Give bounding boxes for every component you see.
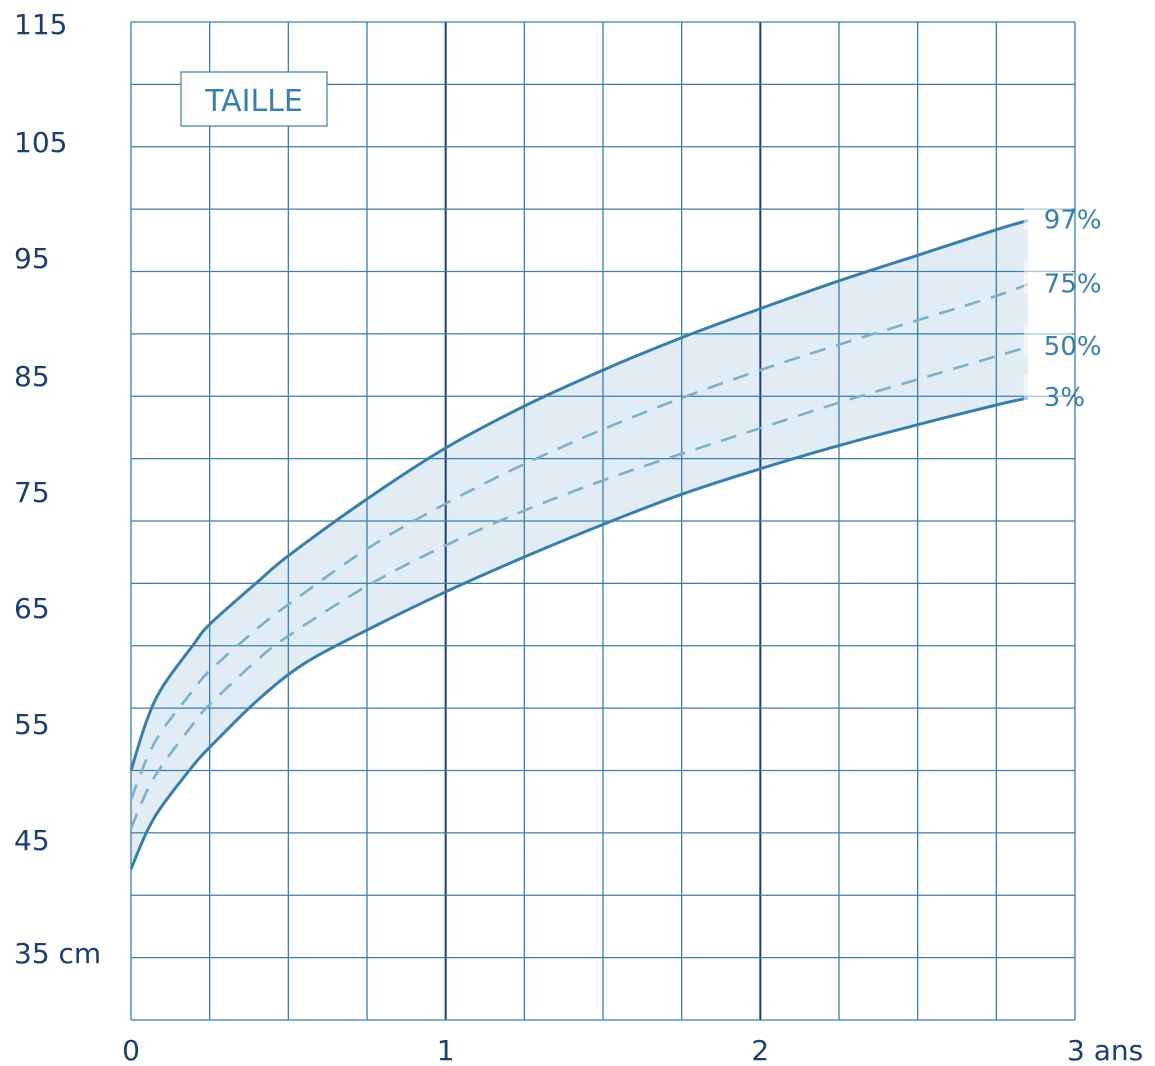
series-label-3pct: 3% (1044, 383, 1085, 413)
series-line-97pct (129, 218, 1029, 771)
series-label-50pct: 50% (1044, 332, 1102, 362)
y-tick-label: 55 (14, 708, 50, 741)
y-tick-label: 105 (14, 126, 67, 159)
y-tick-label: 95 (14, 242, 50, 275)
title-frame (180, 71, 328, 127)
axis-ticks: 0 1 2 3 ans 35 cm 45 55 65 75 85 95 105 115 (14, 8, 1143, 1066)
series-line-50pct (129, 345, 1029, 830)
label-backdrop (1023, 196, 1072, 231)
series-line-3pct (129, 396, 1029, 870)
y-tick-label: 65 (14, 592, 50, 625)
title-box: TAILLE (180, 71, 328, 127)
x-tick-label: 1 (437, 1034, 455, 1066)
label-backdrop (1023, 260, 1072, 295)
label-backdrop (1023, 322, 1072, 357)
y-tick-label: 75 (14, 476, 50, 509)
y-tick-label: 115 (14, 8, 67, 41)
series-label-75pct: 75% (1044, 269, 1102, 299)
x-tick-label: 3 ans (1067, 1034, 1143, 1066)
y-tick-label: 85 (14, 360, 50, 393)
series-line-75pct (129, 283, 1029, 800)
x-tick-label: 2 (751, 1034, 769, 1066)
series-label-97pct: 97% (1044, 205, 1102, 235)
percentile-band-layer (131, 220, 1028, 870)
series-layer (129, 218, 1029, 870)
label-backdrop (1023, 373, 1072, 408)
percentile-labels: 97% 75% 50% 3% (1023, 196, 1102, 413)
y-tick-label: 35 cm (14, 937, 101, 970)
chart-title: TAILLE (204, 84, 303, 119)
percentile-band (131, 220, 1028, 870)
y-tick-label: 45 (14, 824, 50, 857)
x-tick-label: 0 (122, 1034, 140, 1066)
